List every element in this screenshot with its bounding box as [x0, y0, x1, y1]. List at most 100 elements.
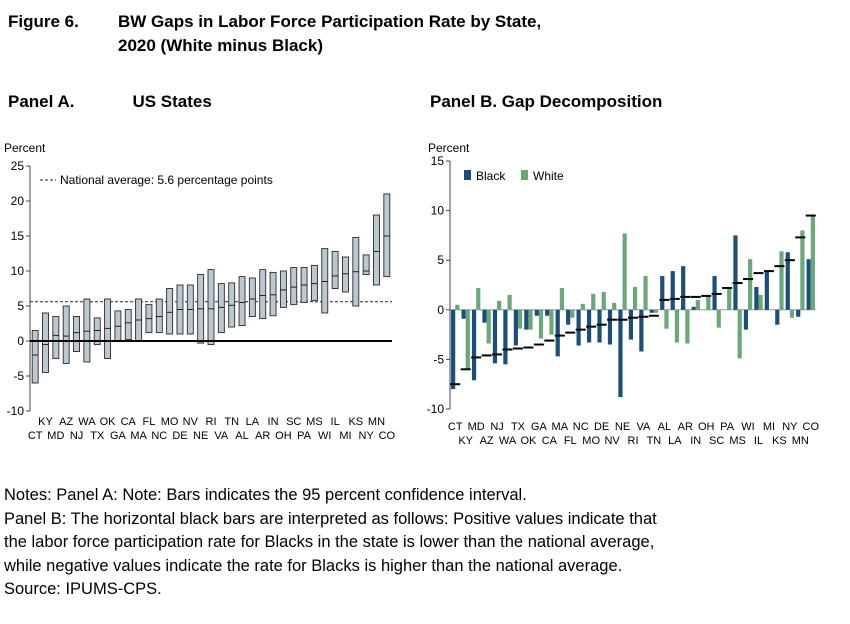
legend-swatch-black [464, 170, 471, 180]
x-tick-label: MS [729, 435, 746, 447]
bar-black [555, 309, 560, 357]
bar-white [800, 230, 805, 310]
bar-white [716, 309, 721, 328]
bar-white [455, 304, 460, 310]
bar-white [507, 294, 512, 310]
figure-title-line-2: 2020 (White minus Black) [118, 36, 324, 55]
bar-white [643, 276, 648, 310]
x-tick-label: NY [782, 421, 798, 433]
ci-bar [362, 254, 370, 275]
bar-black [471, 309, 477, 381]
x-tick-label: IL [331, 416, 340, 428]
x-tick-label: AZ [59, 416, 73, 428]
x-tick-label: NE [193, 430, 208, 442]
bar-black [796, 309, 801, 317]
ci-bar [93, 317, 101, 345]
x-tick-label: MI [763, 421, 775, 433]
x-tick-label: NV [604, 435, 620, 447]
x-tick-label: TN [647, 435, 662, 447]
bar-white [758, 294, 763, 310]
bar-white [612, 302, 617, 310]
bar-black [618, 309, 623, 398]
x-tick-label: DE [594, 421, 609, 433]
x-tick-label: RI [628, 435, 639, 447]
ci-bar [373, 214, 380, 286]
note-line: Panel B: The horizontal black bars are i… [4, 509, 657, 528]
bar-white [486, 309, 491, 344]
y-tick-label: 25 [11, 159, 25, 173]
y-axis-label: Percent [428, 141, 470, 155]
bar-black [524, 309, 529, 330]
x-tick-label: VA [637, 421, 652, 433]
x-tick-label: MA [552, 421, 569, 433]
x-tick-label: AR [678, 421, 693, 433]
x-tick-label: TX [90, 430, 105, 442]
bar-black [681, 266, 686, 310]
ci-bar [290, 267, 298, 306]
bar-black [534, 309, 539, 316]
note-line: while negative values indicate the rate … [4, 556, 623, 575]
ci-bar [310, 264, 318, 301]
bar-black [513, 309, 518, 346]
bar-black [461, 309, 466, 319]
x-tick-label: NJ [70, 430, 83, 442]
ci-bar [124, 309, 132, 341]
panel-a-title: Panel A. US States [8, 92, 212, 112]
ci-bar [83, 298, 91, 363]
x-tick-label: CO [379, 430, 396, 442]
y-tick-label: 10 [11, 264, 25, 278]
x-tick-label: SC [286, 416, 301, 428]
bar-black [639, 309, 644, 352]
note-line: Notes: Panel A: Note: Bars indicates the… [4, 486, 527, 504]
x-tick-label: LA [246, 416, 260, 428]
x-tick-label: MI [339, 430, 351, 442]
x-tick-label: PA [297, 430, 312, 442]
y-tick-label: 20 [11, 194, 25, 208]
x-tick-label: KY [38, 416, 53, 428]
y-tick-label: 0 [437, 303, 444, 317]
y-tick-label: 5 [17, 299, 24, 313]
x-tick-label: OK [100, 416, 117, 428]
bar-white [601, 291, 606, 310]
ci-bar [155, 298, 163, 334]
x-tick-label: PA [720, 421, 735, 433]
bar-black [492, 309, 498, 364]
ci-bar [248, 277, 256, 317]
y-tick-label: -10 [7, 404, 25, 418]
y-tick-label: 5 [437, 253, 444, 267]
bar-white [538, 309, 544, 339]
bar-white [664, 309, 669, 329]
bar-black [607, 309, 613, 345]
x-tick-label: AL [658, 421, 671, 433]
panel-b-chart: Percent -10 -5 0 5 10 15 Black White CT KY MD AZ NJ WA… [427, 141, 820, 447]
bar-white [559, 287, 564, 310]
x-tick-label: FL [564, 435, 577, 447]
x-tick-label: MD [468, 421, 485, 433]
bar-black [754, 286, 759, 310]
ci-bar [238, 276, 246, 327]
reference-line-label: National average: 5.6 percentage points [60, 173, 273, 187]
x-tick-label: OH [275, 430, 292, 442]
panel-a-chart: Percent -10 -5 0 5 10 15 20 25 National average: … [4, 141, 396, 442]
x-tick-label: WI [318, 430, 331, 442]
x-tick-label: MO [582, 435, 600, 447]
bar-white [549, 309, 554, 335]
x-tick-label: WA [78, 416, 96, 428]
bar-white [633, 286, 638, 310]
x-tick-label: CT [448, 421, 463, 433]
ci-bar [279, 270, 287, 308]
x-tick-label: CT [28, 430, 43, 442]
x-tick-label: AZ [480, 435, 494, 447]
x-tick-label: VA [214, 430, 229, 442]
bar-white [810, 216, 815, 310]
bar-black [545, 309, 550, 316]
y-tick-label: 0 [17, 334, 24, 348]
bar-black [743, 309, 749, 330]
y-tick-label: 10 [431, 204, 445, 218]
ci-bar [42, 312, 49, 373]
x-tick-label: WI [741, 421, 754, 433]
x-tick-label: CO [803, 421, 820, 433]
bar-black [628, 309, 633, 340]
bar-white [528, 309, 533, 330]
bar-white [737, 309, 742, 359]
